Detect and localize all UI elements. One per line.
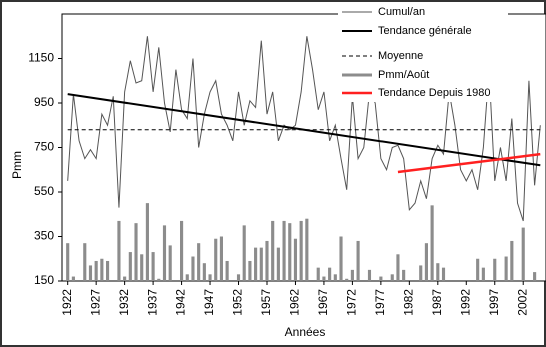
y-tick-label: 950	[34, 95, 54, 109]
x-tick-label: 1982	[402, 289, 416, 316]
bar	[328, 267, 332, 281]
bar	[71, 276, 75, 281]
bar	[493, 258, 497, 281]
bar	[510, 240, 514, 281]
bar	[430, 205, 434, 281]
bar	[162, 225, 167, 281]
x-tick-label: 1992	[458, 289, 472, 316]
bar	[145, 203, 149, 281]
bar	[134, 223, 138, 281]
bar	[271, 220, 275, 281]
y-tick-label: 150	[34, 273, 54, 287]
bar	[128, 252, 132, 281]
bar	[379, 276, 383, 281]
bar	[424, 243, 428, 281]
bar	[396, 254, 400, 281]
bar	[293, 238, 298, 281]
bar	[157, 278, 161, 281]
bar	[225, 260, 229, 281]
bar	[191, 256, 195, 281]
bar	[402, 269, 406, 281]
bar	[305, 218, 309, 281]
line	[67, 36, 541, 222]
bar	[367, 269, 372, 281]
bar	[504, 256, 508, 281]
bar	[214, 238, 218, 281]
bar	[105, 260, 110, 281]
x-tick-label: 1922	[60, 289, 74, 316]
bar	[390, 274, 394, 281]
bar	[481, 267, 485, 281]
bar	[66, 243, 70, 281]
bar	[88, 265, 93, 281]
bar	[140, 254, 144, 281]
bar	[168, 245, 172, 281]
line	[397, 152, 541, 174]
bar	[533, 272, 537, 281]
x-tick-label: 1952	[231, 289, 245, 316]
x-tick-label: 1957	[259, 289, 273, 316]
bar	[185, 274, 189, 281]
bar	[151, 252, 155, 281]
bar	[254, 247, 258, 281]
y-tick-label: 350	[34, 229, 54, 243]
bar	[248, 260, 252, 281]
bar	[100, 258, 104, 281]
bar	[339, 236, 343, 281]
legend-label: Tendance Depuis 1980	[378, 87, 491, 99]
x-tick-label: 1967	[316, 289, 330, 316]
x-tick-label: 1987	[430, 289, 444, 316]
bar	[219, 236, 224, 281]
bar	[83, 243, 87, 281]
x-tick-label: 1942	[174, 289, 188, 316]
x-tick-label: 1972	[345, 289, 359, 316]
bar	[265, 240, 269, 281]
bar	[180, 220, 184, 281]
x-axis-title: Années	[285, 325, 326, 339]
bar	[345, 278, 349, 281]
bar	[322, 276, 326, 281]
x-tick-label: 1932	[117, 289, 131, 316]
x-tick-label: 1927	[88, 289, 102, 316]
legend-label: Pmm/Août	[378, 69, 429, 81]
bar	[123, 276, 127, 281]
legend-label: Cumul/an	[378, 6, 425, 18]
legend-label: Moyenne	[378, 50, 423, 62]
bar	[441, 267, 446, 281]
bar	[236, 274, 241, 281]
x-tick-label: 2002	[515, 289, 529, 316]
bar	[288, 223, 292, 281]
y-axis-title: Pmm	[10, 151, 24, 179]
legend-label: Tendance générale	[378, 25, 472, 37]
y-tick-label: 750	[34, 140, 54, 154]
bar	[333, 274, 337, 281]
bar	[316, 267, 320, 281]
x-tick-label: 1962	[288, 289, 302, 316]
bar	[350, 269, 354, 281]
bar	[476, 258, 480, 281]
bar	[299, 220, 303, 281]
bar	[436, 263, 440, 281]
y-tick-label: 1150	[28, 51, 54, 65]
bar	[521, 227, 525, 281]
bar	[282, 220, 286, 281]
bar	[117, 220, 121, 281]
x-tick-label: 1947	[202, 289, 216, 316]
bar	[208, 274, 212, 281]
bar	[94, 260, 98, 281]
y-tick-label: 550	[34, 184, 54, 198]
bar	[419, 265, 423, 281]
bar	[276, 247, 280, 281]
x-tick-label: 1977	[373, 289, 387, 316]
bar	[356, 240, 360, 281]
x-tick-label: 1937	[145, 289, 159, 316]
x-tick-label: 1997	[487, 289, 501, 316]
bar	[259, 247, 263, 281]
bar	[202, 263, 206, 281]
legend-box	[338, 2, 508, 102]
bar	[197, 243, 201, 281]
line	[67, 93, 541, 167]
bar	[242, 225, 246, 281]
